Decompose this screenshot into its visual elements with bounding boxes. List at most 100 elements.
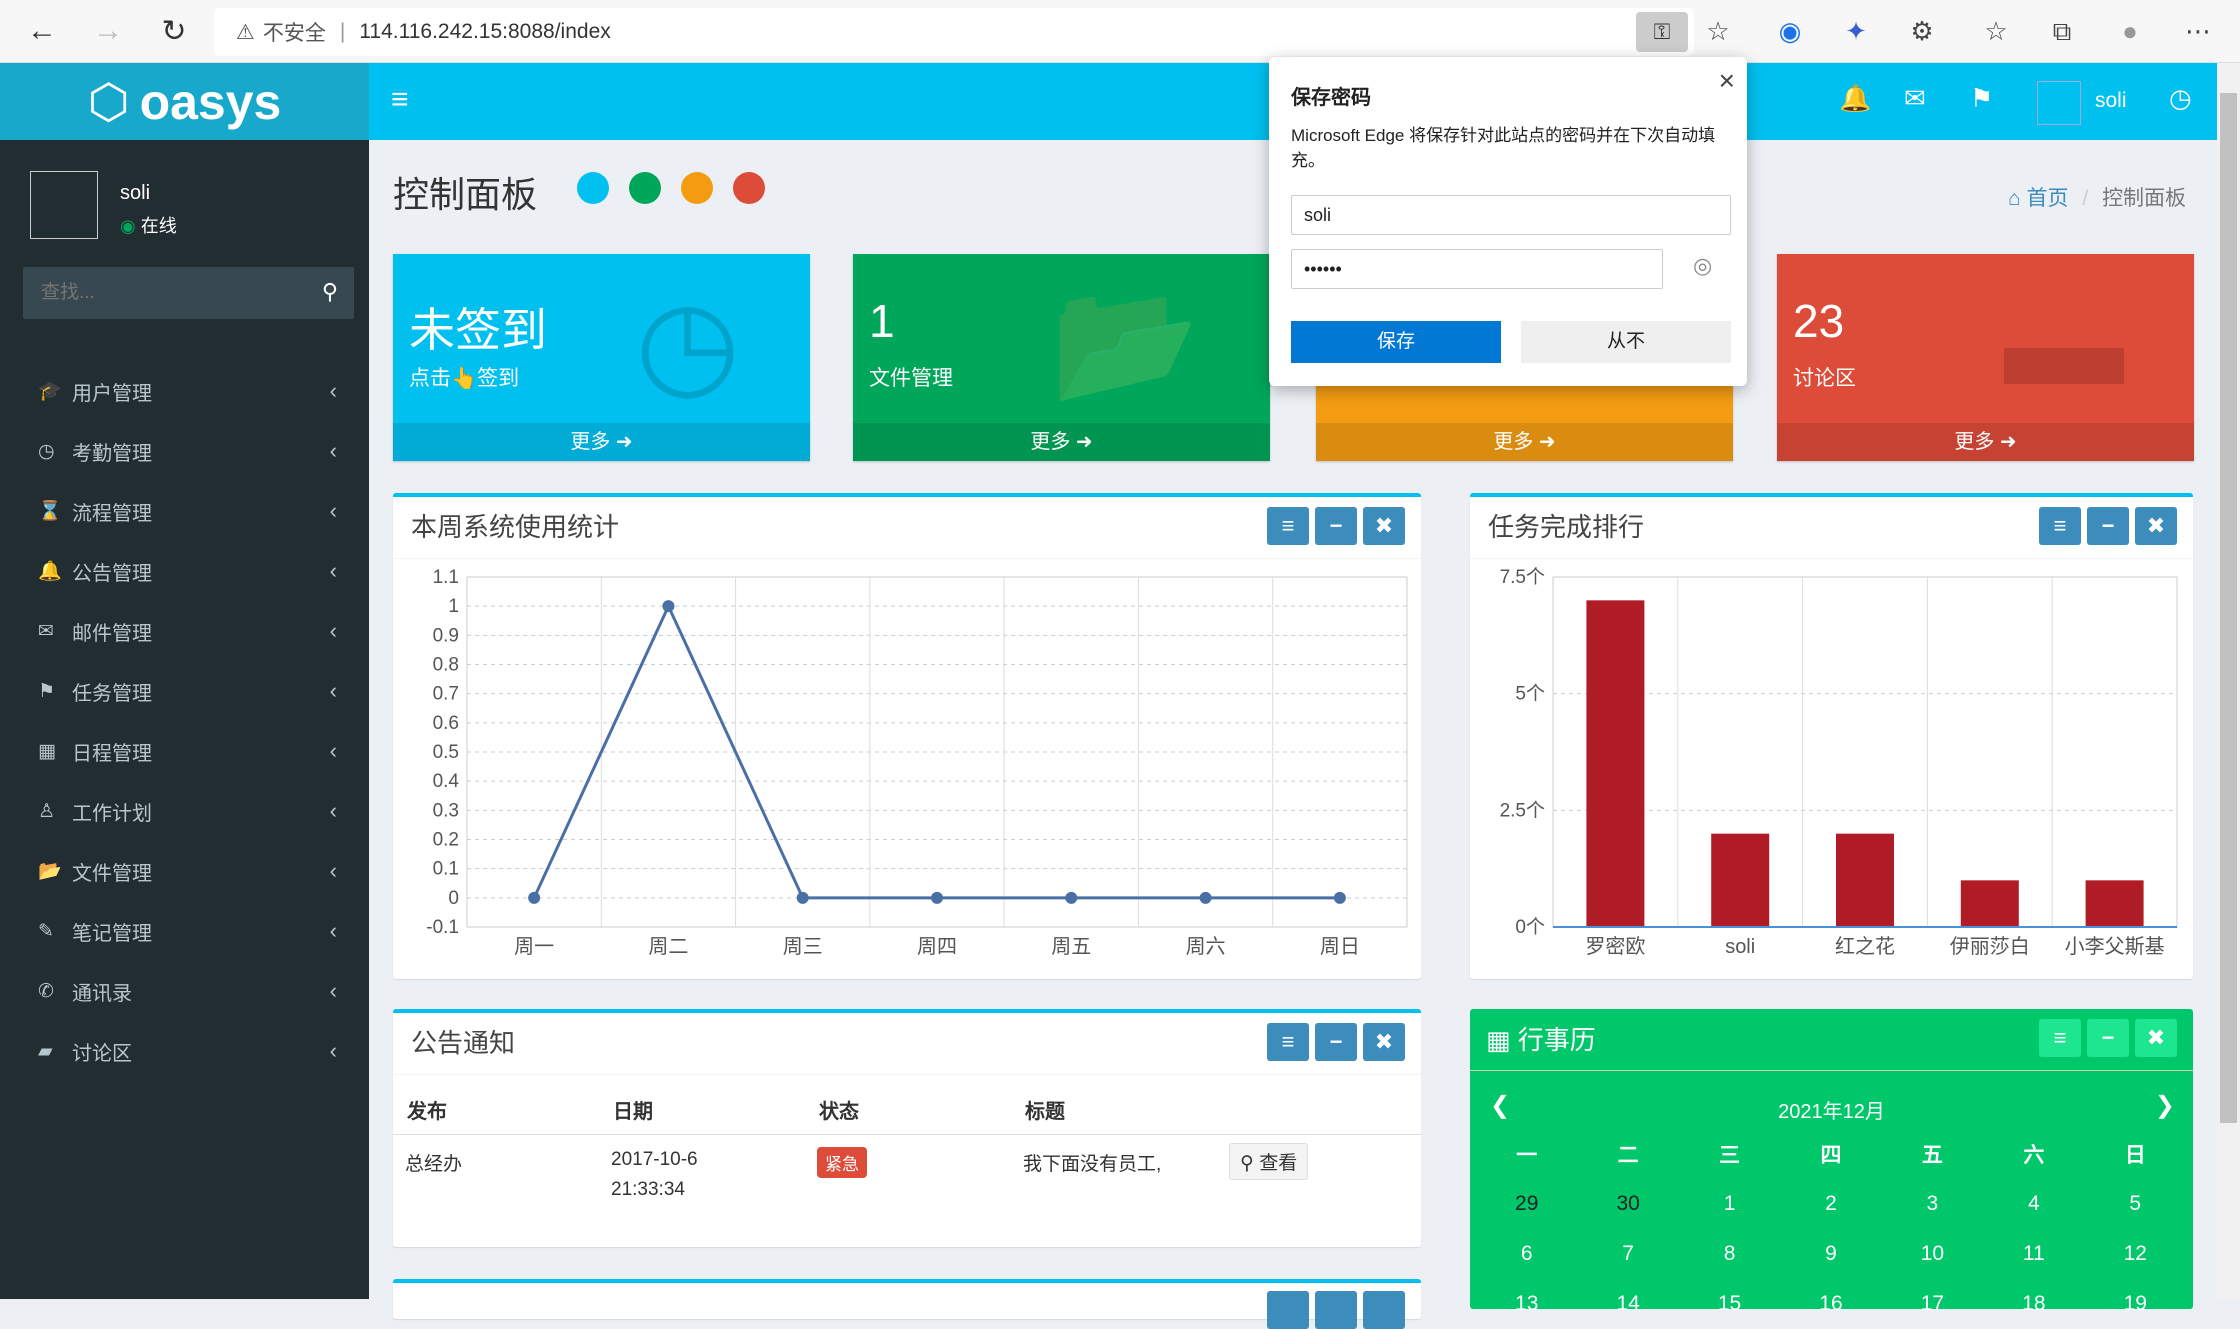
browser-toolbar: ← → ↻ ⚠ 不安全 | 114.116.242.15:8088/index …: [0, 0, 2240, 63]
close-button[interactable]: ✖: [1363, 507, 1405, 545]
calendar-day[interactable]: 13: [1515, 1292, 1539, 1315]
profile-icon[interactable]: ●: [2122, 16, 2138, 46]
list-button[interactable]: ≡: [1267, 507, 1309, 545]
address-bar[interactable]: ⚠ 不安全 | 114.116.242.15:8088/index: [214, 8, 1694, 56]
back-icon[interactable]: ←: [27, 14, 57, 47]
list-button[interactable]: ≡: [2039, 507, 2081, 545]
calendar-day[interactable]: 19: [2123, 1292, 2147, 1315]
calendar-day[interactable]: 17: [1920, 1292, 1945, 1315]
bar: [1586, 600, 1645, 927]
sidebar-item[interactable]: 🎓 用户管理 ‹: [0, 361, 369, 421]
never-button[interactable]: 从不: [1521, 321, 1731, 363]
calendar-day[interactable]: 9: [1825, 1242, 1837, 1265]
more-icon[interactable]: ⋯: [2185, 16, 2211, 46]
close-button[interactable]: ✖: [2135, 1019, 2177, 1057]
calendar-day[interactable]: 3: [1926, 1192, 1939, 1215]
calendar-day[interactable]: 12: [2123, 1242, 2147, 1265]
menu-toggle-icon[interactable]: ≡: [391, 83, 409, 116]
info-card[interactable]: ◷ 未签到 点击👆签到 更多 ➜: [393, 254, 810, 461]
minimize-button[interactable]: −: [1315, 1023, 1357, 1061]
favorites-icon[interactable]: ☆: [1984, 16, 2008, 46]
close-button[interactable]: ✖: [2135, 507, 2177, 545]
x-tick-label: 小李父斯基: [2065, 935, 2165, 958]
extension-icon[interactable]: ◉: [1778, 16, 1802, 46]
collections-icon[interactable]: ⧉: [2052, 16, 2072, 46]
minimize-button[interactable]: −: [1315, 507, 1357, 545]
bell-icon[interactable]: 🔔: [1839, 83, 1872, 113]
theme-color-dot[interactable]: [681, 172, 713, 204]
add-favorite-icon[interactable]: ☆: [1706, 16, 1730, 46]
avatar[interactable]: [2037, 81, 2081, 125]
calendar-day[interactable]: 7: [1622, 1242, 1634, 1265]
key-icon[interactable]: ⚿: [1636, 12, 1688, 52]
eye-icon[interactable]: ◎: [1693, 253, 1713, 278]
graduation-cap-icon: 🎓: [38, 381, 62, 402]
sidebar-item[interactable]: 🔔 公告管理 ‹: [0, 541, 369, 601]
sidebar-item[interactable]: ✎ 笔记管理 ‹: [0, 901, 369, 961]
y-tick-label: 0: [448, 888, 459, 909]
user-name[interactable]: soli: [2095, 89, 2127, 112]
calendar-day[interactable]: 1: [1723, 1192, 1736, 1215]
calendar-day[interactable]: 11: [2022, 1242, 2045, 1265]
more-link[interactable]: 更多 ➜: [853, 423, 1270, 461]
calendar-day[interactable]: 8: [1723, 1242, 1736, 1265]
reload-icon[interactable]: ↻: [161, 15, 187, 48]
theme-color-dot[interactable]: [577, 172, 609, 204]
sidebar-item[interactable]: ⌛ 流程管理 ‹: [0, 481, 369, 541]
envelope-icon[interactable]: ✉: [1904, 83, 1926, 113]
calendar-day[interactable]: 5: [2129, 1192, 2142, 1215]
info-card[interactable]: 📂 1 文件管理 更多 ➜: [853, 254, 1270, 461]
sidebar-item[interactable]: 📂 文件管理 ‹: [0, 841, 369, 901]
theme-color-dot[interactable]: [629, 172, 661, 204]
extensions-icon[interactable]: ⚙: [1910, 16, 1934, 46]
minimize-button[interactable]: −: [2087, 507, 2129, 545]
minimize-button[interactable]: −: [2087, 1019, 2129, 1057]
sidebar-item[interactable]: ◷ 考勤管理 ‹: [0, 421, 369, 481]
sidebar-item[interactable]: ▰ 讨论区 ‹: [0, 1021, 369, 1081]
view-button[interactable]: ⚲ 查看: [1229, 1143, 1309, 1180]
username-field[interactable]: soli: [1291, 195, 1731, 235]
logo[interactable]: ⬡ oasys: [0, 63, 369, 140]
password-field[interactable]: ••••••: [1291, 249, 1663, 289]
calendar-day[interactable]: 29: [1515, 1192, 1539, 1215]
sidebar-item[interactable]: ⚑ 任务管理 ‹: [0, 661, 369, 721]
sidebar-item[interactable]: ▦ 日程管理 ‹: [0, 721, 369, 781]
calendar-day[interactable]: 15: [1717, 1292, 1742, 1315]
prev-month-button[interactable]: ❮: [1490, 1092, 1511, 1119]
calendar-day[interactable]: 10: [1920, 1242, 1945, 1265]
sidebar-item[interactable]: ✉ 邮件管理 ‹: [0, 601, 369, 661]
save-password-dialog: 保存密码 × Microsoft Edge 将保存针对此站点的密码并在下次自动填…: [1269, 57, 1747, 386]
calendar-day[interactable]: 18: [2022, 1292, 2046, 1315]
clock-icon[interactable]: ◷: [2169, 83, 2192, 113]
forward-icon[interactable]: →: [93, 14, 123, 47]
calendar-day[interactable]: 6: [1520, 1242, 1533, 1265]
extension-icon[interactable]: ✦: [1845, 16, 1867, 46]
calendar-day[interactable]: 2: [1825, 1192, 1837, 1215]
y-tick-label: 0.9: [433, 625, 459, 646]
save-button[interactable]: 保存: [1291, 321, 1501, 363]
x-tick-label: 罗密欧: [1585, 935, 1645, 958]
theme-color-dot[interactable]: [733, 172, 765, 204]
search-input[interactable]: [23, 267, 293, 319]
calendar-day[interactable]: 14: [1616, 1292, 1640, 1315]
scrollbar[interactable]: [2217, 63, 2240, 1299]
sidebar-item[interactable]: ♙ 工作计划 ‹: [0, 781, 369, 841]
list-button[interactable]: ≡: [2039, 1019, 2081, 1057]
sidebar-search[interactable]: ⚲: [23, 267, 354, 319]
more-link[interactable]: 更多 ➜: [1777, 423, 2194, 461]
next-month-button[interactable]: ❯: [2154, 1092, 2175, 1119]
calendar-day[interactable]: 16: [1819, 1292, 1843, 1315]
close-button[interactable]: ✖: [1363, 1023, 1405, 1061]
close-icon[interactable]: ×: [1718, 65, 1735, 96]
breadcrumb-home[interactable]: ⌂ 首页: [2008, 187, 2069, 210]
calendar-day[interactable]: 30: [1616, 1192, 1640, 1215]
notice-title[interactable]: 我下面没有员工,: [1023, 1154, 1162, 1175]
list-button[interactable]: ≡: [1267, 1023, 1309, 1061]
sidebar-item[interactable]: ✆ 通讯录 ‹: [0, 961, 369, 1021]
search-icon[interactable]: ⚲: [321, 279, 338, 304]
more-link[interactable]: 更多 ➜: [1316, 423, 1733, 461]
info-card[interactable]: ▬ 23 讨论区 更多 ➜: [1777, 254, 2194, 461]
more-link[interactable]: 更多 ➜: [393, 423, 810, 461]
flag-icon[interactable]: ⚑: [1970, 83, 1994, 113]
calendar-day[interactable]: 4: [2027, 1192, 2040, 1215]
